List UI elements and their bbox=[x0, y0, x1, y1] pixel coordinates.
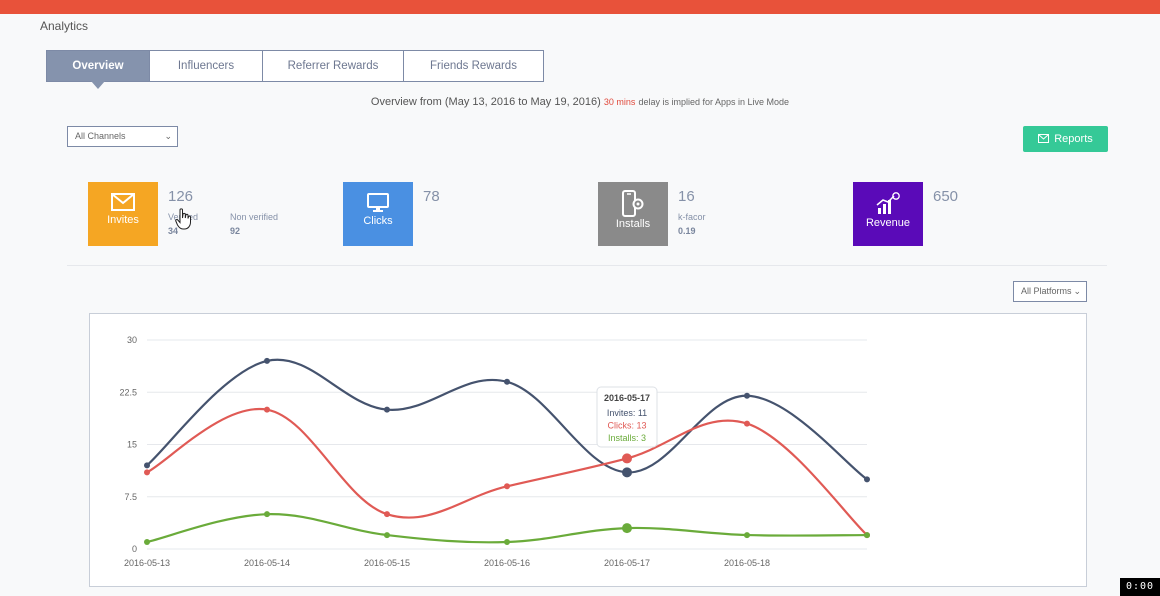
installs-label: Installs bbox=[615, 218, 651, 230]
data-point-invites bbox=[622, 467, 632, 478]
tab-overview[interactable]: Overview bbox=[47, 51, 150, 89]
chevron-down-icon: ⌄ bbox=[1073, 286, 1081, 296]
tab-influencers[interactable]: Influencers bbox=[150, 51, 263, 81]
tab-friends-rewards[interactable]: Friends Rewards bbox=[430, 60, 517, 72]
platforms-select-value: All Platforms bbox=[1021, 286, 1072, 296]
tooltip-line: Invites: 11 bbox=[607, 408, 647, 418]
y-tick-label: 22.5 bbox=[119, 387, 137, 397]
data-point-installs bbox=[622, 523, 632, 534]
reports-button-label: Reports bbox=[1054, 133, 1093, 145]
tooltip-line: Clicks: 13 bbox=[607, 421, 646, 431]
data-point-installs bbox=[744, 532, 750, 539]
tooltip-line: Installs: 3 bbox=[608, 433, 646, 443]
phone-gear-icon bbox=[622, 190, 644, 217]
revenue-tile: Revenue bbox=[853, 182, 923, 246]
revenue-value: 650 bbox=[933, 188, 959, 205]
channels-select-value: All Channels bbox=[75, 131, 126, 141]
data-point-installs bbox=[144, 539, 150, 546]
y-tick-label: 30 bbox=[127, 335, 137, 345]
data-point-clicks bbox=[744, 420, 750, 427]
tooltip-box bbox=[596, 386, 658, 448]
reports-button[interactable]: Reports bbox=[1023, 126, 1108, 152]
installs-tile: Installs bbox=[598, 182, 668, 246]
y-tick-label: 15 bbox=[127, 440, 137, 450]
chevron-down-icon: ⌄ bbox=[164, 131, 172, 141]
data-point-installs bbox=[504, 539, 510, 546]
kfactor-label: k-facor bbox=[678, 212, 706, 222]
invites-count: 126 bbox=[168, 188, 194, 205]
data-point-installs bbox=[264, 511, 270, 518]
tab-referrer-rewards[interactable]: Referrer Rewards bbox=[263, 51, 404, 81]
recording-timer: 0:00 bbox=[1120, 578, 1160, 596]
page-title: Analytics bbox=[40, 19, 89, 33]
overview-prefix: Overview from bbox=[370, 96, 442, 108]
section-divider bbox=[67, 265, 1107, 266]
envelope-icon bbox=[1038, 134, 1050, 143]
clicks-count: 78 bbox=[423, 188, 440, 205]
tab-bar: Overview Influencers Referrer Rewards Fr… bbox=[46, 50, 544, 89]
series-line-installs bbox=[146, 513, 868, 544]
data-point-clicks bbox=[384, 511, 390, 518]
data-point-invites bbox=[384, 406, 390, 413]
x-tick-label: 2016-05-18 bbox=[724, 558, 770, 568]
delay-note: delay is implied for Apps in Live Mode bbox=[638, 97, 790, 107]
monitor-icon bbox=[367, 193, 389, 212]
y-tick-label: 0 bbox=[132, 544, 137, 554]
nonverified-count: 92 bbox=[230, 226, 241, 236]
x-tick-label: 2016-05-17 bbox=[604, 558, 650, 568]
data-point-invites bbox=[864, 476, 870, 483]
hand-cursor-icon bbox=[175, 208, 191, 230]
delay-value: 30 mins bbox=[603, 97, 636, 107]
invites-tile: Invites bbox=[88, 182, 158, 246]
x-tick-label: 2016-05-16 bbox=[484, 558, 530, 568]
data-point-invites bbox=[264, 357, 270, 364]
data-point-clicks bbox=[144, 469, 150, 476]
x-tick-label: 2016-05-13 bbox=[124, 558, 170, 568]
verified-count: 34 bbox=[168, 226, 179, 236]
data-point-installs bbox=[864, 532, 870, 539]
chart-panel: 0 7.5 15 22.5 30 2016-05-13 2016-05-14 2016-05-… bbox=[89, 313, 1087, 587]
platforms-select[interactable]: All Platforms ⌄ bbox=[1013, 281, 1087, 302]
line-chart: 0 7.5 15 22.5 30 2016-05-13 2016-05-14 2016-05-… bbox=[119, 335, 870, 568]
data-point-invites bbox=[744, 392, 750, 399]
x-tick-label: 2016-05-15 bbox=[364, 558, 410, 568]
data-point-invites bbox=[144, 462, 150, 469]
installs-count: 16 bbox=[678, 188, 695, 205]
overview-range-line: Overview from (May 13, 2016 to May 19, 2… bbox=[0, 96, 1160, 108]
data-point-invites bbox=[504, 378, 510, 385]
top-accent-bar bbox=[0, 0, 1160, 14]
overview-range: (May 13, 2016 to May 19, 2016) bbox=[444, 96, 601, 108]
invites-label: Invites bbox=[107, 214, 139, 226]
x-tick-label: 2016-05-14 bbox=[244, 558, 290, 568]
series-line-invites bbox=[146, 358, 868, 481]
revenue-label: Revenue bbox=[865, 217, 911, 229]
data-point-clicks bbox=[264, 406, 270, 413]
y-tick-label: 7.5 bbox=[124, 492, 137, 502]
channels-select[interactable]: All Channels ⌄ bbox=[67, 126, 178, 147]
kfactor-value: 0.19 bbox=[678, 226, 696, 236]
clicks-tile: Clicks bbox=[343, 182, 413, 246]
series-line-clicks bbox=[146, 407, 868, 536]
data-point-clicks bbox=[622, 453, 632, 464]
data-point-installs bbox=[384, 532, 390, 539]
clicks-label: Clicks bbox=[363, 215, 393, 227]
chart-growth-icon bbox=[876, 192, 900, 214]
tooltip-title: 2016-05-17 bbox=[604, 393, 650, 403]
nonverified-label: Non verified bbox=[230, 212, 279, 222]
data-point-clicks bbox=[504, 483, 510, 490]
envelope-icon bbox=[111, 193, 135, 211]
